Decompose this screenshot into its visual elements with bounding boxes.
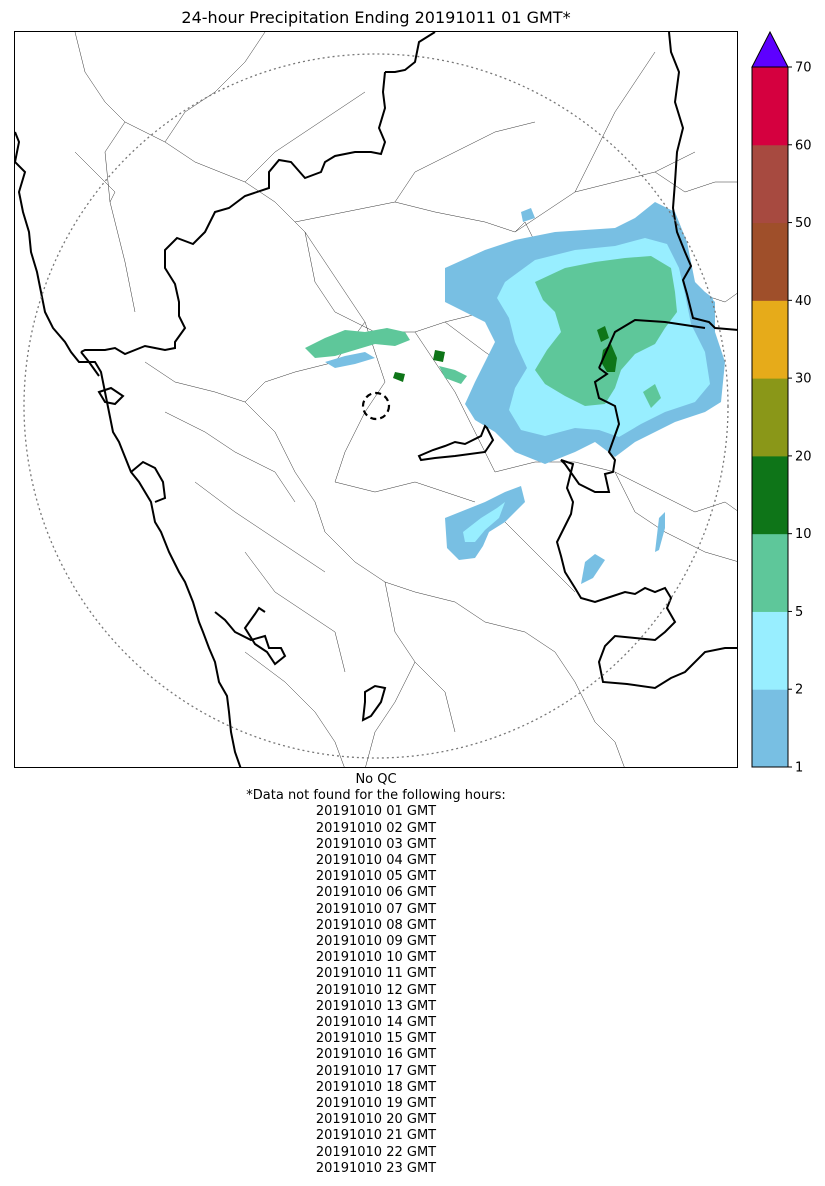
colorbar-tick-label: 1 — [795, 761, 803, 776]
colorbar-tick-label: 30 — [795, 372, 812, 387]
missing-hour-item: 20191010 19 GMT — [315, 1096, 437, 1112]
colorbar-outline — [751, 66, 789, 768]
qc-note: No QC — [355, 772, 397, 787]
colorbar-tick-label: 40 — [795, 294, 812, 309]
missing-hour-item: 20191010 02 GMT — [315, 820, 437, 836]
precipitation-map — [14, 31, 738, 768]
colorbar-segment — [752, 455, 788, 535]
missing-hour-item: 20191010 05 GMT — [315, 869, 437, 885]
missing-data-header: *Data not found for the following hours: — [246, 788, 506, 804]
colorbar-tick-label: 5 — [795, 605, 803, 620]
missing-hour-item: 20191010 17 GMT — [315, 1063, 437, 1079]
colorbar-tick-label: 20 — [795, 449, 812, 464]
missing-hour-item: 20191010 04 GMT — [315, 853, 437, 869]
missing-hour-item: 20191010 14 GMT — [315, 1015, 437, 1031]
missing-hour-item: 20191010 15 GMT — [315, 1031, 437, 1047]
precipitation-shading — [305, 202, 725, 584]
missing-hour-item: 20191010 10 GMT — [315, 950, 437, 966]
radar-range-ring — [23, 53, 729, 759]
colorbar-segment — [752, 689, 788, 768]
colorbar-segment — [752, 222, 788, 301]
missing-hour-item: 20191010 11 GMT — [315, 966, 437, 982]
colorbar-tick-label: 60 — [795, 138, 812, 153]
missing-hour-item: 20191010 07 GMT — [315, 901, 437, 917]
colorbar: 1 2 5 10 20 30 40 50 60 70 — [748, 30, 823, 776]
colorbar-segment — [752, 144, 788, 224]
missing-hour-item: 20191010 01 GMT — [315, 804, 437, 820]
missing-hour-item: 20191010 08 GMT — [315, 917, 437, 933]
colorbar-segment — [752, 533, 788, 612]
missing-hour-item: 20191010 06 GMT — [315, 885, 437, 901]
missing-hour-item: 20191010 03 GMT — [315, 836, 437, 852]
missing-hour-item: 20191010 13 GMT — [315, 998, 437, 1014]
colorbar-segment — [752, 300, 788, 379]
radar-site-marker — [361, 391, 391, 421]
colorbar-segment — [752, 378, 788, 457]
colorbar-segment — [752, 611, 788, 690]
missing-hour-item: 20191010 21 GMT — [315, 1128, 437, 1144]
colorbar-tick-label: 10 — [795, 527, 812, 542]
colorbar-segment — [752, 67, 788, 146]
missing-hour-item: 20191010 22 GMT — [315, 1144, 437, 1160]
missing-hour-item: 20191010 09 GMT — [315, 934, 437, 950]
notes-block: No QC *Data not found for the following … — [14, 772, 738, 1177]
missing-hour-item: 20191010 18 GMT — [315, 1079, 437, 1095]
colorbar-tick-label: 2 — [795, 683, 803, 698]
state-borders — [15, 32, 737, 767]
map-title: 24-hour Precipitation Ending 20191011 01… — [181, 8, 571, 27]
missing-hour-item: 20191010 16 GMT — [315, 1047, 437, 1063]
missing-hour-item: 20191010 23 GMT — [315, 1160, 437, 1176]
missing-hour-item: 20191010 20 GMT — [315, 1112, 437, 1128]
missing-hour-item: 20191010 12 GMT — [315, 982, 437, 998]
colorbar-tick-label: 70 — [795, 61, 812, 76]
colorbar-extend-triangle — [751, 30, 789, 68]
missing-hours-list: 20191010 01 GMT 20191010 02 GMT 20191010 0… — [14, 804, 738, 1177]
colorbar-tick-label: 50 — [795, 216, 812, 231]
